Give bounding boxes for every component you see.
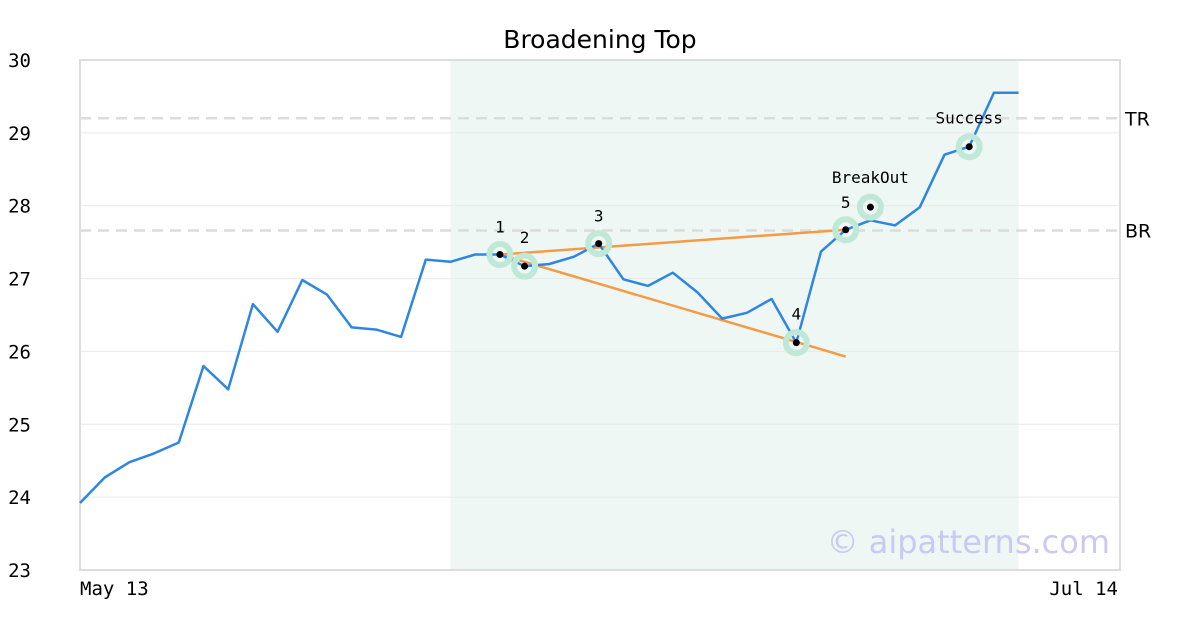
pattern-point-label: BreakOut [832,168,909,187]
pattern-point-ring [782,329,810,357]
price-line [79,91,1019,504]
watermark: © aipatterns.com [827,523,1110,561]
y-tick-label: 28 [8,196,31,218]
pattern-point [842,226,850,234]
pattern-point-label: 1 [495,218,505,237]
chart-title: Broadening Top [503,25,696,54]
pattern-point-label: 2 [520,228,530,247]
pattern-point-ring [486,241,514,269]
pattern-point-label: 3 [594,207,604,226]
pattern-point-label: Success [935,109,1002,128]
x-tick-label-end: Jul 14 [1049,578,1118,600]
pattern-point-label: 4 [791,305,801,324]
pattern-point [521,262,529,270]
y-tick-label: 29 [8,123,31,145]
x-tick-label-start: May 13 [80,578,149,600]
pattern-point [496,251,504,259]
pattern-point-ring [511,252,539,280]
level-label: TR [1124,108,1150,130]
y-tick-label: 26 [8,341,31,363]
pattern-point-ring [955,133,983,161]
plot-frame [79,59,1121,571]
y-tick-label: 25 [8,414,31,436]
pattern-point-ring [832,216,860,244]
pattern-point [866,203,874,211]
y-tick-label: 27 [8,269,31,291]
pattern-point [792,339,800,347]
pattern-point [595,240,603,248]
y-tick-label: 30 [8,50,31,72]
pattern-point-ring [585,230,613,258]
pattern-point [965,143,973,151]
level-label: BR [1125,220,1151,242]
y-tick-label: 24 [8,487,31,509]
y-tick-label: 23 [8,560,31,582]
pattern-point-ring [856,193,884,221]
trend-line [499,228,846,256]
pattern-point-label: 5 [841,193,851,212]
